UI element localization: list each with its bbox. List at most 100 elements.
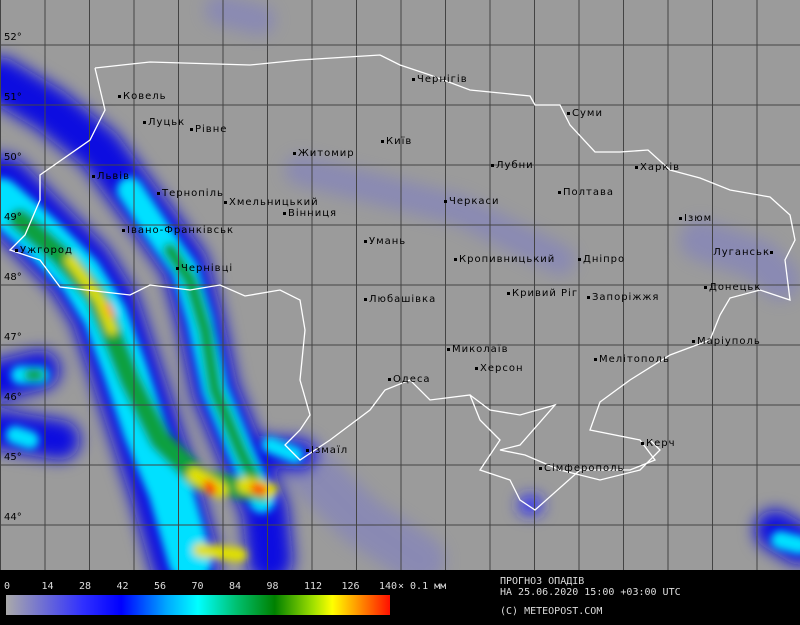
city-marker: Вінниця [283, 209, 337, 219]
city-marker: Луганськ [713, 248, 775, 258]
color-scale-bar [6, 595, 390, 615]
city-label: Кропивницький [459, 254, 556, 265]
latitude-label: 50° [4, 152, 22, 163]
precipitation-layer [0, 0, 800, 570]
city-label: Одеса [393, 374, 431, 385]
city-dot-icon [92, 174, 95, 178]
city-label: Київ [386, 136, 413, 147]
city-dot-icon [454, 257, 457, 261]
city-dot-icon [176, 266, 179, 270]
city-marker: Запоріжжя [587, 293, 659, 303]
city-marker: Рівне [190, 125, 227, 135]
city-dot-icon [641, 441, 644, 445]
city-label: Ізмаїл [311, 445, 349, 456]
legend-tick-label: 112 [304, 581, 323, 592]
city-dot-icon [635, 165, 638, 169]
city-dot-icon [692, 339, 695, 343]
city-marker: Луцьк [143, 118, 185, 128]
city-dot-icon [118, 94, 121, 98]
city-label: Керч [646, 438, 676, 449]
city-label: Мелітополь [599, 354, 670, 365]
city-dot-icon [306, 448, 309, 452]
city-marker: Чернівці [176, 264, 233, 274]
city-marker: Івано-Франківськ [122, 226, 234, 236]
city-marker: Маріуполь [692, 337, 761, 347]
city-dot-icon [491, 163, 494, 167]
city-label: Суми [572, 108, 603, 119]
heavy-precip-core [250, 483, 267, 495]
legend-tick-label: 140 [379, 581, 398, 592]
legend-tick-label: 70 [191, 581, 204, 592]
city-dot-icon [122, 228, 125, 232]
forecast-title: ПРОГНОЗ ОПАДІВ [500, 576, 585, 587]
legend-tick-label: 126 [341, 581, 360, 592]
city-marker: Харків [635, 163, 680, 173]
country-border [8, 54, 796, 511]
legend-tick-label: 14 [41, 581, 54, 592]
city-label: Харків [640, 162, 681, 173]
city-marker: Полтава [558, 188, 614, 198]
city-marker: Кривий Ріг [507, 289, 578, 299]
city-label: Ужгород [20, 245, 73, 256]
city-dot-icon [594, 357, 597, 361]
city-label: Любашівка [369, 294, 437, 305]
city-marker: Умань [364, 237, 406, 247]
city-dot-icon [293, 151, 296, 155]
city-label: Дніпро [583, 254, 626, 265]
city-label: Чернівці [181, 263, 234, 274]
city-label: Чернігів [417, 74, 468, 85]
city-dot-icon [381, 139, 384, 143]
crimea-coast [469, 394, 661, 481]
city-label: Умань [369, 236, 407, 247]
light-precip-area [680, 220, 800, 300]
copyright: (C) METEOPOST.COM [500, 606, 603, 617]
city-marker: Львів [92, 172, 130, 182]
legend-tick-label: 84 [229, 581, 242, 592]
city-dot-icon [587, 295, 590, 299]
city-label: Запоріжжя [592, 292, 660, 303]
city-label: Івано-Франківськ [127, 225, 235, 236]
legend-tick-label: 42 [116, 581, 129, 592]
city-marker: Ужгород [15, 246, 73, 256]
latitude-label: 46° [4, 392, 22, 403]
latitude-label: 47° [4, 332, 22, 343]
city-marker: Черкаси [444, 197, 500, 207]
city-label: Тернопіль [162, 188, 224, 199]
city-label: Лубни [496, 160, 534, 171]
city-dot-icon [539, 466, 542, 470]
heavy-precip-core [203, 480, 217, 495]
city-dot-icon [283, 211, 286, 215]
city-label: Житомир [298, 148, 355, 159]
coordinate-grid [0, 0, 800, 570]
city-label: Донецьк [709, 282, 762, 293]
city-marker: Хмельницький [224, 198, 319, 208]
city-dot-icon [364, 239, 367, 243]
city-dot-icon [364, 297, 367, 301]
city-marker: Донецьк [704, 283, 761, 293]
city-marker: Миколаїв [447, 345, 508, 355]
map-area: 52° 51° 50° 49° 48° 47° 46° 45° 44° Ковель Луцьк Р… [0, 0, 800, 570]
city-marker: Мелітополь [594, 355, 670, 365]
forecast-datetime: НА 25.06.2020 15:00 +03:00 UTC [500, 587, 681, 598]
city-dot-icon [578, 257, 581, 261]
city-label: Луцьк [148, 117, 186, 128]
city-dot-icon [15, 248, 18, 252]
city-label: Львів [97, 171, 130, 182]
city-label: Черкаси [449, 196, 500, 207]
city-marker: Лубни [491, 161, 534, 171]
city-label: Хмельницький [229, 197, 319, 208]
legend-unit: × 0.1 мм [398, 581, 447, 592]
light-precip-area [275, 435, 445, 570]
city-label: Рівне [195, 124, 228, 135]
city-marker: Одеса [388, 375, 431, 385]
city-dot-icon [224, 200, 227, 204]
latitude-label: 45° [4, 452, 22, 463]
latitude-label: 44° [4, 512, 22, 523]
city-label: Полтава [563, 187, 615, 198]
legend: 0 14 28 42 56 70 84 98 112 126 140 × 0.1 мм ПРОГНО… [0, 570, 800, 625]
city-marker: Київ [381, 137, 412, 147]
city-marker: Херсон [475, 364, 524, 374]
city-dot-icon [507, 291, 510, 295]
city-dot-icon [388, 377, 391, 381]
city-dot-icon [704, 285, 707, 289]
